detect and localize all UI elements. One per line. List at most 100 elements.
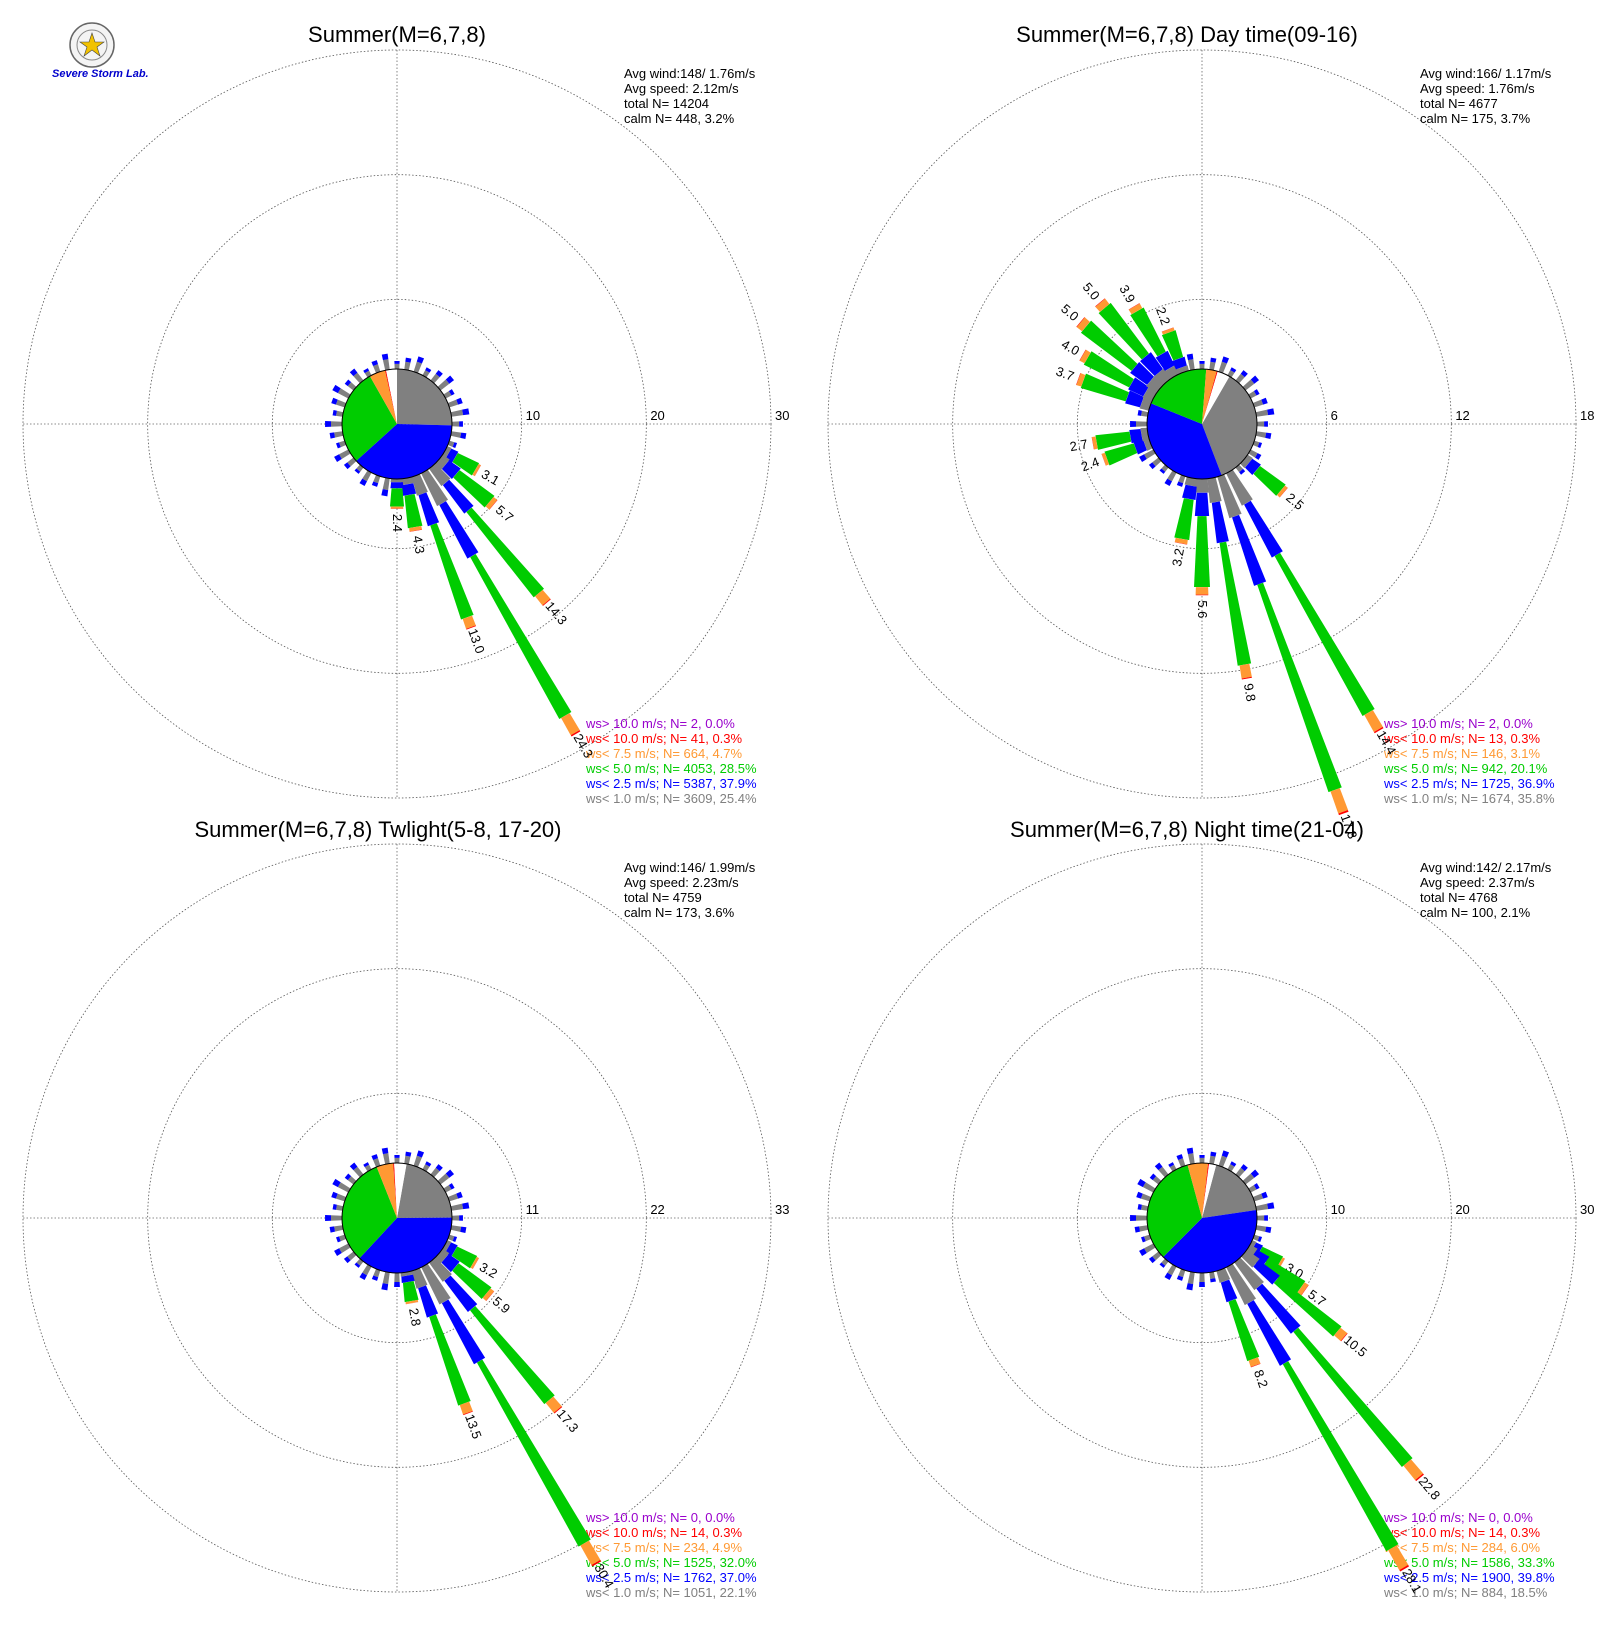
- petal-segment: [1228, 1299, 1260, 1362]
- pie-slice: [1163, 1209, 1257, 1273]
- petal-label: 2.2: [1153, 305, 1173, 327]
- minor-petal: [435, 1164, 443, 1172]
- petal-segment: [1194, 516, 1210, 588]
- petal-segment: [400, 1270, 414, 1277]
- minor-petal: [1134, 1226, 1141, 1233]
- petal-segment: [1257, 1246, 1284, 1269]
- minor-petal: [394, 1155, 400, 1158]
- minor-petal: [1230, 1161, 1237, 1167]
- minor-petal: [381, 353, 389, 361]
- minor-petal: [447, 1193, 459, 1202]
- petal-segment: [1101, 453, 1107, 466]
- legend-entry: ws< 10.0 m/s; N= 14, 0.3%: [1383, 1525, 1541, 1540]
- minor-petal: [1164, 1272, 1173, 1281]
- petal-segment: [452, 452, 480, 476]
- petal-segment: [489, 499, 498, 510]
- petal-segment: [1076, 317, 1090, 332]
- petal-segment: [553, 1406, 563, 1414]
- minor-petal: [1235, 1167, 1245, 1178]
- petal-segment: [1232, 514, 1267, 586]
- petal-segment: [1130, 362, 1154, 385]
- petal-segment: [1101, 452, 1110, 466]
- minor-petal: [1248, 391, 1257, 399]
- minor-petal: [1261, 1191, 1268, 1199]
- petal-label: 3.2: [1169, 547, 1187, 567]
- petal-segment: [1172, 356, 1187, 370]
- petal-segment: [439, 501, 479, 559]
- tick-label: 30: [1580, 1202, 1594, 1217]
- petal-segment: [1175, 365, 1189, 375]
- minor-petal: [334, 1225, 344, 1232]
- minor-petal: [1218, 1155, 1227, 1168]
- minor-petal: [337, 1182, 351, 1193]
- minor-petal: [1137, 410, 1142, 416]
- petal-segment: [1293, 1327, 1413, 1468]
- stat-line: Avg speed: 2.12m/s: [624, 81, 739, 96]
- minor-petal: [460, 1226, 467, 1234]
- petal-segment: [421, 1263, 451, 1305]
- petal-segment: [482, 1288, 495, 1301]
- tick-label: 20: [650, 408, 664, 423]
- petal-segment: [1277, 485, 1288, 498]
- minor-petal: [1164, 478, 1173, 487]
- petal-segment: [1373, 726, 1384, 734]
- minor-petal: [1221, 1150, 1230, 1158]
- petal-segment: [1216, 1267, 1231, 1283]
- minor-petal: [1210, 357, 1217, 363]
- minor-petal: [1148, 462, 1156, 470]
- minor-petal: [1140, 1236, 1146, 1243]
- petal-segment: [1239, 663, 1252, 679]
- pie-outline: [1146, 1162, 1258, 1274]
- minor-petal: [339, 449, 351, 460]
- tick-label: 10: [1331, 1202, 1345, 1217]
- minor-petal: [450, 1203, 464, 1211]
- minor-petal: [362, 470, 372, 482]
- petal-segment: [1076, 373, 1086, 387]
- minor-petal: [359, 1272, 368, 1281]
- minor-petal: [371, 360, 379, 366]
- petal-segment: [1241, 676, 1252, 680]
- minor-petal: [1199, 1272, 1205, 1283]
- minor-petal: [1186, 353, 1194, 361]
- petal-segment: [1257, 582, 1342, 793]
- pie-slice: [1202, 371, 1230, 424]
- minor-petal: [1167, 470, 1177, 482]
- minor-petal: [1218, 361, 1227, 374]
- petal-segment: [1240, 454, 1253, 469]
- pie-slice: [1202, 376, 1257, 476]
- minor-petal: [354, 1262, 361, 1268]
- petal-segment: [1161, 327, 1174, 332]
- minor-petal: [334, 431, 344, 438]
- petal-label: 2.4: [390, 514, 405, 532]
- petal-segment: [1195, 587, 1209, 595]
- minor-petal: [344, 1173, 352, 1181]
- minor-petal: [1250, 1169, 1260, 1178]
- minor-petal: [353, 372, 364, 384]
- minor-petal: [1144, 1243, 1156, 1254]
- petal-segment: [1095, 431, 1132, 450]
- petal-segment: [1279, 487, 1288, 498]
- minor-petal: [1261, 397, 1268, 405]
- petal-label: 10.5: [1341, 1332, 1370, 1360]
- petal-segment: [1161, 327, 1175, 335]
- windrose-panel: Summer(M=6,7,8) Day time(09-16) 6 12 18 Avg …: [827, 22, 1594, 841]
- windrose-panel: Summer(M=6,7,8) 10 20 30 Avg wind:148/ 1.76m…: [22, 22, 789, 806]
- minor-petal: [349, 368, 358, 377]
- petal-segment: [441, 1254, 460, 1273]
- pie-slice: [1150, 368, 1207, 424]
- minor-petal: [343, 462, 351, 470]
- minor-petal: [1136, 1215, 1148, 1221]
- petal-segment: [1220, 1279, 1238, 1303]
- petal-segment: [1274, 552, 1375, 717]
- minor-petal: [1255, 1203, 1269, 1211]
- minor-petal: [1176, 481, 1184, 487]
- minor-petal: [1139, 1225, 1149, 1232]
- minor-petal: [448, 389, 455, 396]
- pie-slice: [1202, 1163, 1217, 1218]
- petal-segment: [1142, 437, 1153, 451]
- minor-petal: [1248, 1185, 1257, 1193]
- minor-petal: [1209, 361, 1216, 371]
- minor-petal: [451, 421, 460, 427]
- minor-petal: [1265, 432, 1272, 440]
